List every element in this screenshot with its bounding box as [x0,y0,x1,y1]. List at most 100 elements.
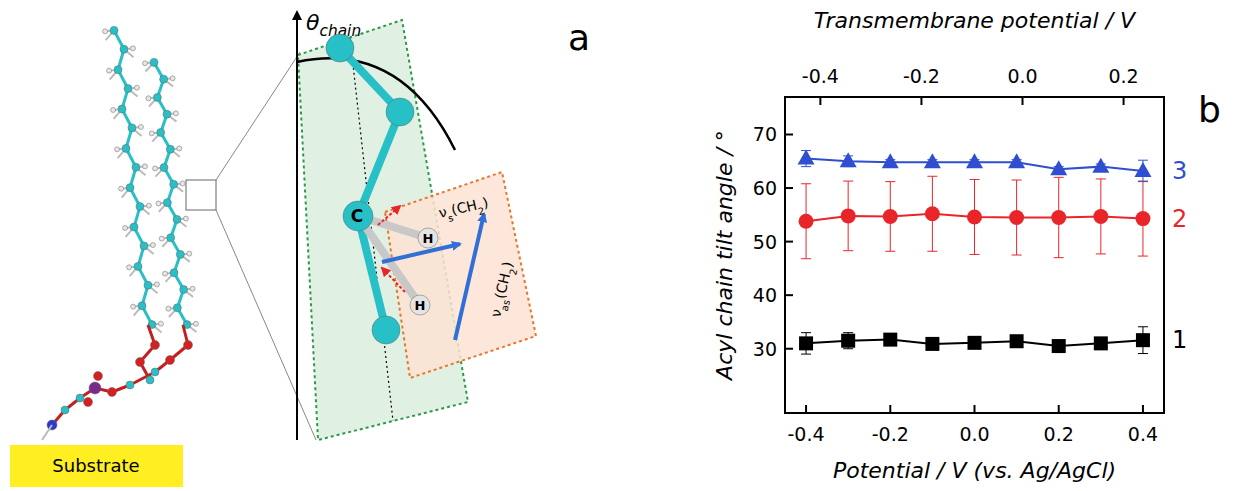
atom [153,93,161,101]
atom [146,203,151,208]
panel-label: a [568,17,590,58]
atom [157,129,165,137]
atom [167,234,175,242]
y-tick-label: 60 [753,177,777,199]
atom [128,124,136,132]
atom [136,203,144,211]
text-part: ν [437,204,448,221]
marker [1050,160,1067,175]
atom [144,281,152,289]
error-cap [1096,178,1106,179]
x-tick [1142,405,1144,413]
atom [187,251,192,256]
bond [216,52,300,180]
atom [154,282,159,287]
atom [114,66,122,74]
atom [177,146,182,151]
zoom-box [186,180,216,210]
error-cap [970,254,980,255]
y-tick [785,187,793,189]
x-tick-label: -0.4 [788,423,825,445]
marker [968,336,982,350]
marker [799,214,814,229]
angle-arc [297,58,455,150]
y-tick-label: 50 [753,231,777,253]
atom [123,225,128,230]
marker [1009,210,1024,225]
atom [193,321,198,326]
atom [94,372,103,381]
ch2-plane [385,172,536,378]
atom [372,316,400,344]
series [798,150,1152,182]
atom [170,76,175,81]
series [799,176,1151,258]
error-cap [885,181,895,182]
atom [163,199,171,207]
atom [343,201,373,231]
x-tick-label: 0.4 [1128,423,1158,445]
marker [798,150,815,165]
normal-arrow [296,12,298,440]
error-cap [1138,326,1148,327]
atom-label: C [351,206,363,226]
x-tick-label: 0.0 [959,423,989,445]
marker [1010,334,1024,348]
error-cap [927,251,937,252]
marker [925,206,940,221]
error-cap [801,354,811,355]
marker [1134,162,1151,177]
lipid-molecule [42,26,198,440]
atom [158,321,163,326]
y-tick-label: 70 [753,123,777,145]
marker [967,209,982,224]
error-cap [843,332,853,333]
panel-label: b [1198,89,1221,130]
substrate [10,445,183,487]
plot-frame [785,97,1164,413]
panel-a: SubstrateθchainCHHνs(CH2)νas(CH2)a [10,10,590,487]
atom [122,144,130,152]
x2-tick-label: -0.2 [903,65,940,87]
x-tick [805,405,807,413]
atom [156,201,161,206]
error-cap [843,348,853,349]
x-tick-label: -0.2 [872,423,909,445]
atom [119,186,124,191]
atom-label: H [423,231,434,246]
marker [841,334,855,348]
vs-arrow [382,244,460,262]
figure: SubstrateθchainCHHνs(CH2)νas(CH2)a-0.4-0… [0,0,1240,491]
atom [111,107,116,112]
atom [386,98,414,126]
marker [840,152,857,167]
atom [418,228,438,248]
error-cap [885,251,895,252]
error-cap [801,166,811,167]
atom [150,58,158,66]
bond [358,112,400,216]
x-tick [889,405,891,413]
atom [138,125,143,130]
atom [118,105,126,113]
atom [180,286,188,294]
h-motion [378,206,400,225]
atom [163,271,168,276]
marker [1135,211,1150,226]
atom [138,302,146,310]
atom [76,394,84,402]
atom [183,216,188,221]
atom [166,145,174,153]
marker [1092,158,1109,173]
series-label: 1 [1172,326,1187,354]
atom [120,45,128,53]
atom [153,166,158,171]
atom [180,181,185,186]
marker [882,153,899,168]
atom [103,29,108,34]
atom [326,34,354,62]
atom [130,46,135,51]
error-cap [1054,177,1064,178]
atom [146,376,154,384]
marker [1094,336,1108,350]
